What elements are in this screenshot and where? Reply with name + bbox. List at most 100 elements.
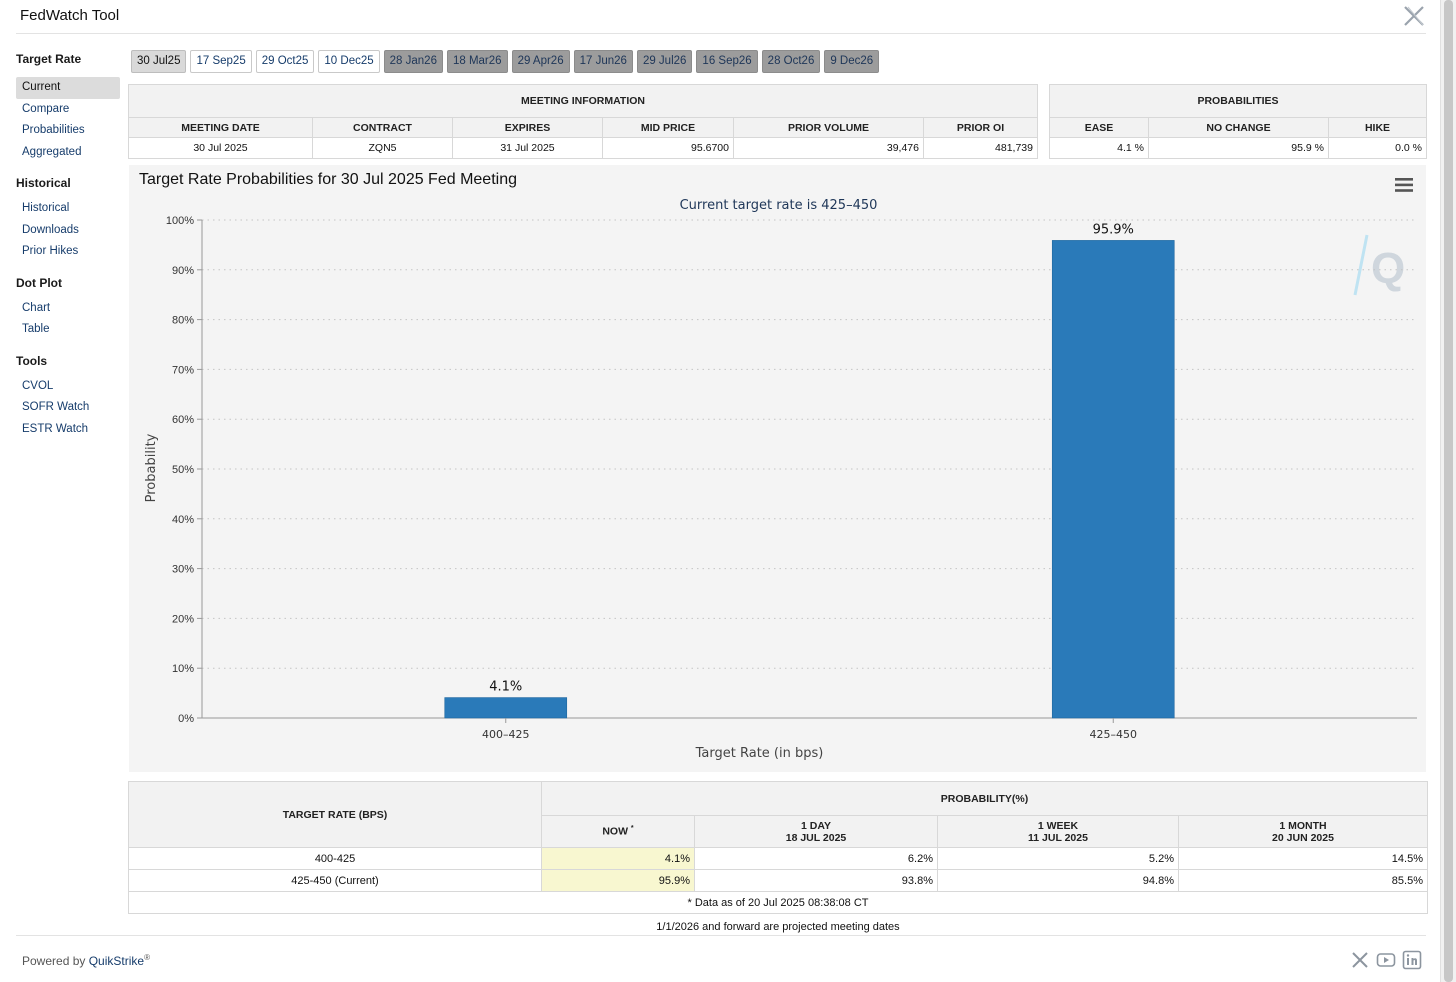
sidebar-item-historical[interactable]: Historical (22, 202, 70, 214)
y-tick-label: 100% (166, 215, 194, 227)
one-week-cell: 94.8% (937, 869, 1179, 892)
x-tick-label: 400–425 (482, 728, 530, 741)
prior-volume-cell: 39,476 (733, 137, 924, 159)
social-links (1350, 950, 1422, 970)
meeting-tab-projected[interactable]: 28 Jan26 (383, 50, 443, 73)
one-day-cell: 6.2% (694, 847, 938, 870)
meeting-tab[interactable]: 29 Oct25 (255, 50, 315, 73)
y-tick-label: 20% (172, 613, 194, 625)
sidebar-item-probabilities[interactable]: Probabilities (22, 124, 85, 136)
quikstrike-watermark-icon: Q (1371, 244, 1405, 293)
sidebar-section-title: Target Rate (16, 52, 82, 66)
sidebar-item-downloads[interactable]: Downloads (22, 223, 79, 236)
one-month-cell: 85.5% (1178, 869, 1428, 892)
data-timestamp-footnote: * Data as of 20 Jul 2025 08:38:08 CT (128, 891, 1428, 914)
x-icon[interactable] (1350, 950, 1370, 970)
table-row: 4.1 % 95.9 % 0.0 % (1049, 137, 1427, 159)
registered-mark: ® (144, 953, 150, 962)
scrollbar-thumb[interactable] (1444, 0, 1453, 982)
column-header: MID PRICE (602, 117, 734, 138)
powered-by-label: Powered by (22, 954, 86, 968)
table-row: 425-450 (Current) 95.9% 93.8% 94.8% 85.5… (128, 869, 1428, 892)
target-rate-cell: 425-450 (Current) (128, 869, 542, 892)
sidebar-section-title: Tools (16, 353, 48, 368)
page-scrollbar[interactable] (1440, 0, 1456, 982)
meeting-tab-projected[interactable]: 29 Jul26 (636, 50, 693, 73)
sidebar-item-table[interactable]: Table (22, 323, 50, 335)
now-cell: 95.9% (541, 869, 695, 892)
linkedin-icon[interactable] (1402, 950, 1422, 970)
sidebar-section-title: Dot Plot (16, 275, 62, 290)
probabilities-table: PROBABILITIES EASE NO CHANGE HIKE 4.1 % … (1049, 84, 1427, 159)
footer-divider (16, 935, 1426, 936)
chart-subtitle: Current target rate is 425–450 (680, 198, 878, 213)
table-row: 400-425 4.1% 6.2% 5.2% 14.5% (128, 847, 1428, 870)
sidebar: Target Rate Current Compare Probabilitie… (16, 50, 120, 440)
meeting-tab-projected[interactable]: 16 Sep26 (696, 50, 758, 73)
bar (1051, 240, 1175, 719)
meeting-tab[interactable]: 10 Dec25 (318, 50, 380, 73)
close-icon[interactable] (1402, 4, 1426, 28)
meeting-tab-projected[interactable]: 18 Mar26 (446, 50, 508, 73)
y-axis-title: Probability (144, 433, 159, 502)
column-header: NO CHANGE (1148, 117, 1329, 138)
meeting-tab-projected[interactable]: 17 Jun26 (573, 50, 633, 73)
mid-price-cell: 95.6700 (602, 137, 734, 159)
column-header: PRIOR OI (923, 117, 1038, 138)
sidebar-section-historical: Historical Historical Downloads Prior Hi… (16, 174, 120, 263)
column-header-1month: 1 MONTH 20 JUN 2025 (1178, 815, 1428, 848)
menu-icon[interactable] (1395, 178, 1413, 192)
bar-chart: Q 0% 10% 20% 30% 40% 50% 60% 70% 80% 90% 100% Curren… (144, 198, 1417, 761)
target-rate-table: TARGET RATE (BPS) PROBABILITY(%) NOW * 1… (128, 781, 1428, 914)
data-label: 4.1% (489, 680, 522, 695)
y-tick-label: 90% (172, 265, 194, 277)
column-header-1day: 1 DAY 18 JUL 2025 (694, 815, 938, 848)
one-day-cell: 93.8% (694, 869, 938, 892)
sidebar-item-current[interactable]: Current (16, 77, 120, 99)
sidebar-item-compare[interactable]: Compare (22, 102, 70, 115)
sidebar-item-cvol[interactable]: CVOL (22, 379, 54, 392)
table-row: 30 Jul 2025 ZQN5 31 Jul 2025 95.6700 39,… (128, 137, 1038, 159)
probabilities-heading: PROBABILITIES (1049, 84, 1427, 118)
contract-cell: ZQN5 (312, 137, 453, 159)
sidebar-section-dot-plot: Dot Plot Chart Table (16, 274, 120, 341)
meeting-tab-projected[interactable]: 28 Oct26 (761, 50, 821, 73)
y-tick-label: 70% (172, 364, 194, 376)
x-axis-title: Target Rate (in bps) (695, 746, 824, 761)
meeting-date-tabs: 30 Jul25 17 Sep25 29 Oct25 10 Dec25 28 J… (131, 50, 880, 74)
sidebar-item-sofr-watch[interactable]: SOFR Watch (22, 401, 90, 413)
y-tick-label: 80% (172, 315, 194, 327)
y-tick-label: 60% (172, 414, 194, 426)
meeting-tab[interactable]: 30 Jul25 (131, 50, 187, 73)
watermark-streak-icon (1353, 234, 1369, 296)
column-header: EXPIRES (452, 117, 603, 138)
prior-oi-cell: 481,739 (923, 137, 1038, 159)
data-label: 95.9% (1093, 222, 1134, 237)
meeting-tab-projected[interactable]: 29 Apr26 (511, 50, 570, 73)
target-rate-header: TARGET RATE (BPS) (128, 781, 542, 848)
column-header: CONTRACT (312, 117, 453, 138)
ease-cell: 4.1 % (1049, 137, 1149, 159)
column-header: HIKE (1328, 117, 1427, 138)
sidebar-item-prior-hikes[interactable]: Prior Hikes (22, 245, 79, 257)
sidebar-section-target-rate: Target Rate Current Compare Probabilitie… (16, 50, 120, 163)
y-tick-label: 50% (172, 464, 194, 476)
column-header: PRIOR VOLUME (733, 117, 924, 138)
meeting-tab[interactable]: 17 Sep25 (190, 50, 252, 73)
app-title: FedWatch Tool (20, 7, 120, 24)
one-week-cell: 5.2% (937, 847, 1179, 870)
header: FedWatch Tool (16, 0, 1426, 34)
column-header: MEETING DATE (128, 117, 313, 138)
sidebar-item-estr-watch[interactable]: ESTR Watch (22, 422, 89, 435)
quikstrike-link[interactable]: QuikStrike (88, 954, 145, 968)
meeting-tab-projected[interactable]: 9 Dec26 (824, 50, 880, 73)
expires-cell: 31 Jul 2025 (452, 137, 603, 159)
sidebar-item-aggregated[interactable]: Aggregated (22, 145, 82, 158)
meeting-date-cell: 30 Jul 2025 (128, 137, 313, 159)
chart-title: Target Rate Probabilities for 30 Jul 202… (139, 171, 517, 188)
y-tick-label: 10% (172, 663, 194, 675)
sidebar-item-chart[interactable]: Chart (22, 301, 51, 314)
y-tick-label: 30% (172, 564, 194, 576)
youtube-icon[interactable] (1376, 950, 1396, 970)
